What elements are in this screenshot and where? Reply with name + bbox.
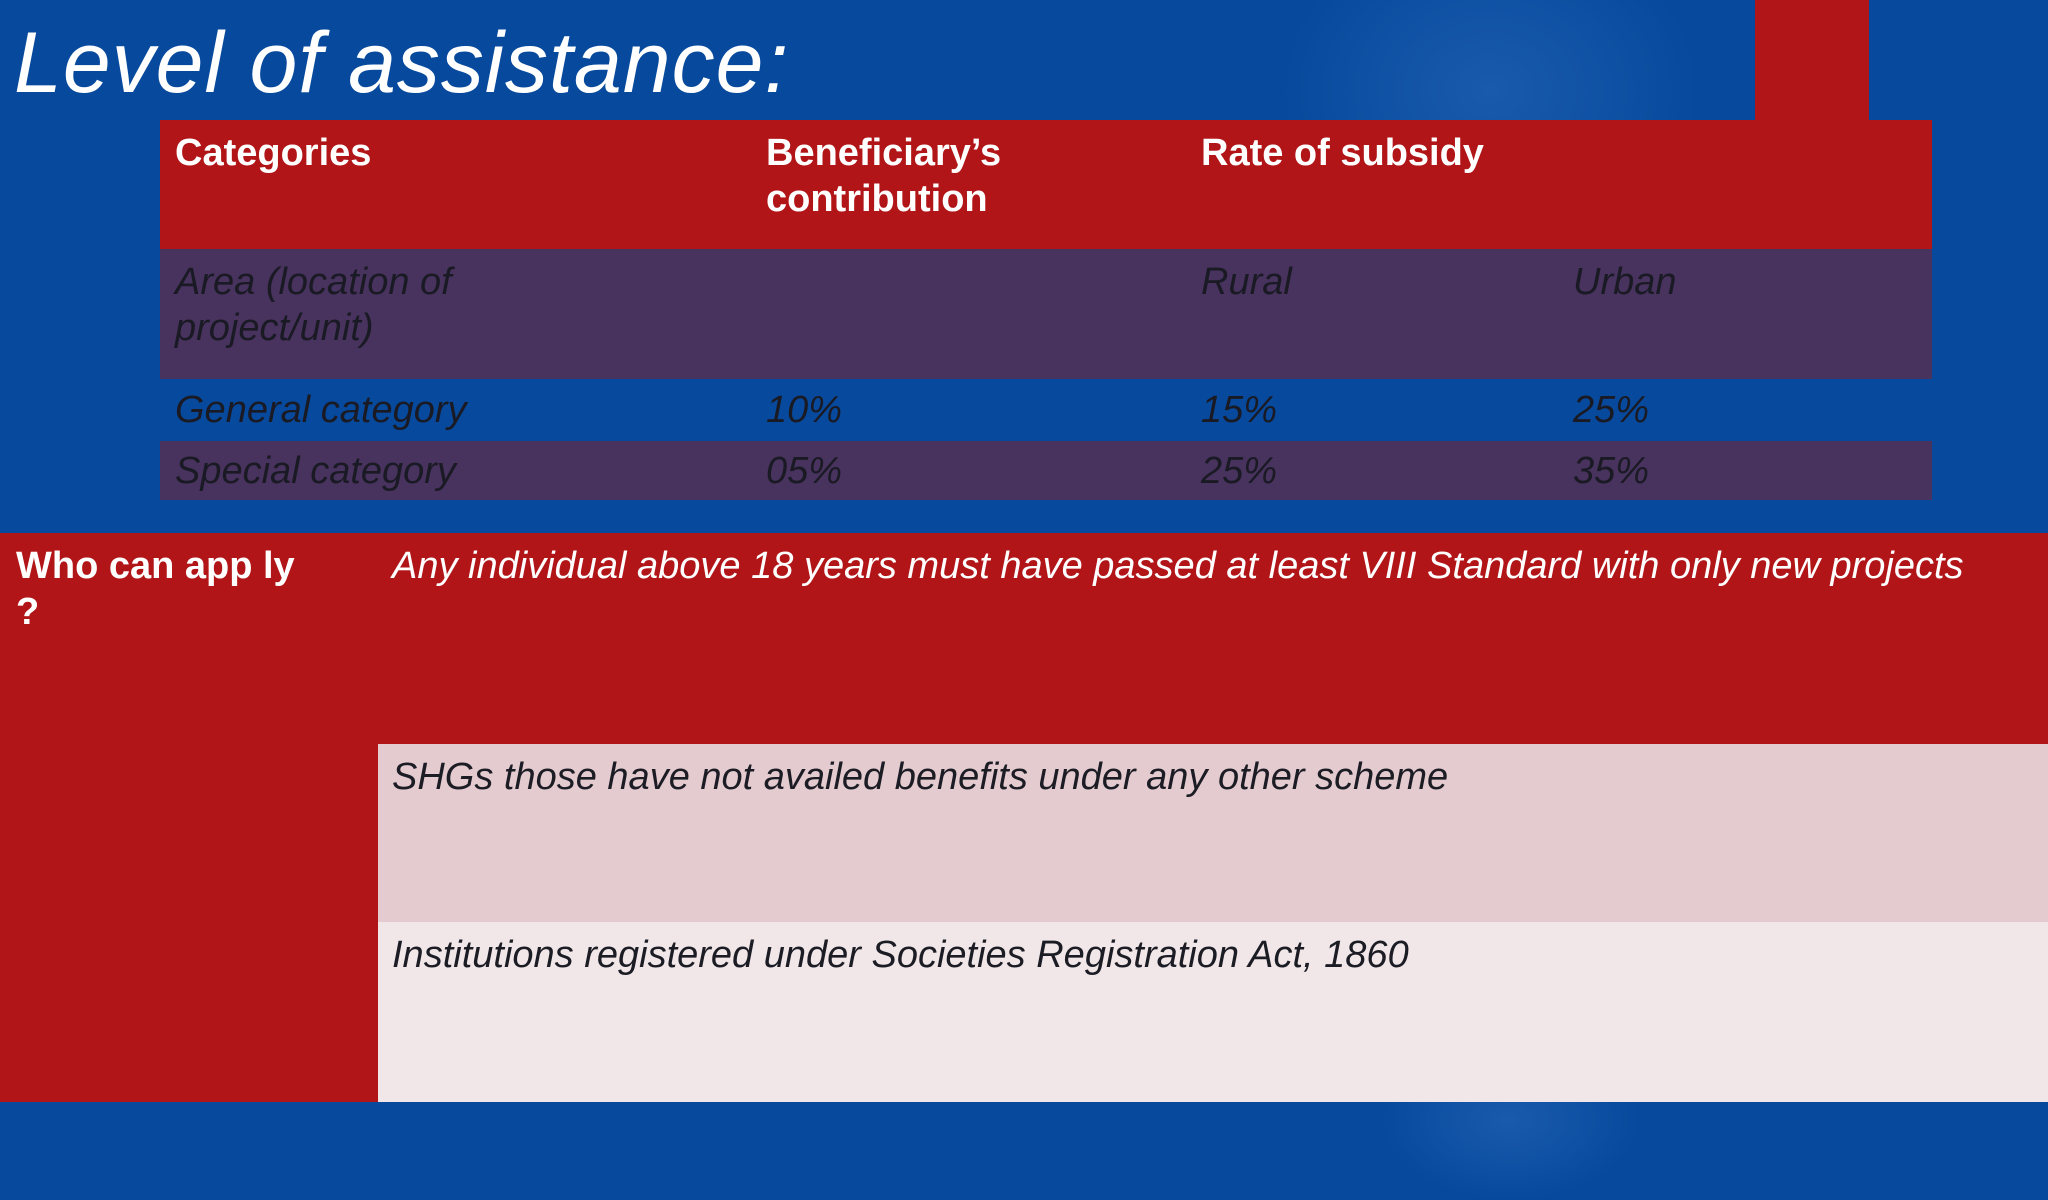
slide-title: Level of assistance: xyxy=(14,15,790,111)
header-rate-of-subsidy: Rate of subsidy xyxy=(1201,132,1484,174)
cell-urban-header: Urban xyxy=(1573,261,1677,303)
subsidy-table: Categories Beneficiary’s contribution Ra… xyxy=(160,120,1932,500)
header-categories: Categories xyxy=(175,132,372,174)
cell-special-contribution: 05% xyxy=(766,450,843,492)
eligibility-item: SHGs those have not availed benefits und… xyxy=(378,744,2048,922)
cell-area-label: Area (location of project/unit) xyxy=(175,261,452,349)
decorative-red-strip xyxy=(1755,0,1869,125)
table-row: Special category 05% 25% 35% xyxy=(160,441,1932,500)
eligibility-text-shgs: SHGs those have not availed benefits und… xyxy=(392,756,1449,798)
eligibility-text-individual: Any individual above 18 years must have … xyxy=(392,545,1964,587)
who-can-apply-panel: Who can app ly ? xyxy=(0,533,378,1102)
table-row: Area (location of project/unit) Rural Ur… xyxy=(160,249,1932,379)
who-can-apply-label: Who can app ly ? xyxy=(16,545,295,633)
cell-general-contribution: 10% xyxy=(766,389,843,431)
table-row: General category 10% 15% 25% xyxy=(160,379,1932,441)
table-header-row: Categories Beneficiary’s contribution Ra… xyxy=(160,120,1932,249)
cell-special-rural: 25% xyxy=(1201,450,1278,492)
cell-general-urban: 25% xyxy=(1573,389,1650,431)
header-beneficiary-contribution: Beneficiary’s contribution xyxy=(766,132,1002,220)
cell-rural-header: Rural xyxy=(1201,261,1292,303)
cell-general-rural: 15% xyxy=(1201,389,1278,431)
cell-special-urban: 35% xyxy=(1573,450,1650,492)
eligibility-item: Any individual above 18 years must have … xyxy=(378,533,2048,744)
eligibility-item: Institutions registered under Societies … xyxy=(378,922,2048,1102)
cell-general-category: General category xyxy=(175,389,467,431)
cell-special-category: Special category xyxy=(175,450,456,492)
eligibility-text-institutions: Institutions registered under Societies … xyxy=(392,934,1409,976)
